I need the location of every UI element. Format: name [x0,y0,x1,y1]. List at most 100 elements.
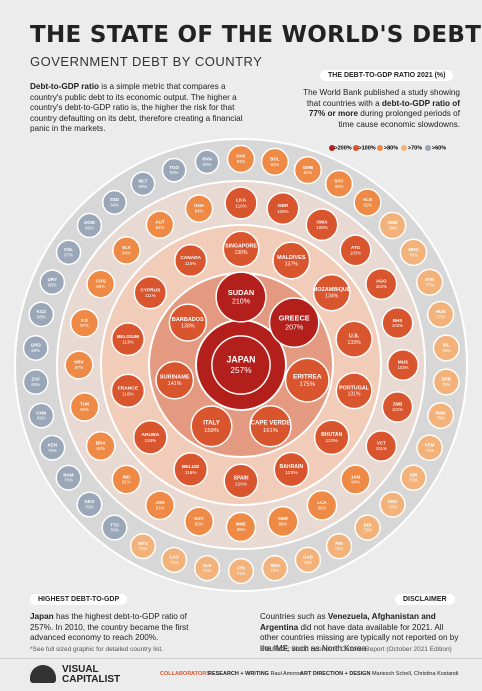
legend-swatch [401,145,407,151]
country-label: ARUBA [141,432,159,438]
country-label: BELGIUM [117,334,139,340]
bubble [168,303,208,342]
bubble [85,431,116,461]
country-label: SLV [122,245,130,250]
value-label: 109% [277,209,289,214]
bubble [416,434,444,462]
country-label: CHN [36,410,46,415]
logo: VISUAL CAPITALIST [62,664,121,685]
bubble [354,514,381,541]
country-label: TGO [169,165,179,170]
country-label: SUDAN [228,288,255,297]
value-label: 72% [388,505,397,510]
value-label: 110% [185,261,196,266]
research: RESEARCH + WRITING Raul Amoros [208,671,302,677]
value-label: 74% [425,448,434,453]
title: THE STATE OF THE WORLD'S DEBT [30,22,482,48]
country-label: RWA [435,410,446,415]
value-label: 72% [271,568,280,573]
value-label: 72% [363,528,372,533]
country-label: GMB [303,165,314,170]
bubble [76,491,103,518]
bubble [223,463,259,499]
country-label: MYS [138,541,148,546]
intro-bold: Debt-to-GDP ratio [30,82,99,91]
country-label: BELIZE [182,464,200,470]
bubble [110,373,146,409]
bubble [22,369,49,395]
value-label: 175% [299,381,315,388]
country-label: SMR [278,516,289,521]
country-label: AGO [376,279,387,284]
country-label: HUN [436,309,446,314]
art-names: Mariesch Schell, Christina Kostandi [371,671,459,677]
bubble [353,188,382,217]
bubble [266,191,300,226]
value-label: 111% [145,293,156,298]
value-label: 133% [348,340,362,346]
bubble [339,234,372,267]
country-label: U.S. [349,334,360,340]
country-label: CRI [237,566,245,571]
bubble [112,236,141,265]
art-label: ART DIRECTION + DESIGN [300,671,371,677]
value-label: 70% [85,505,94,510]
country-label: VCT [377,441,386,446]
source: SOURCE: World Economic Outlook Report (O… [260,646,452,653]
country-label: MOZAMBIQUE [313,287,351,293]
value-label: 68% [37,314,46,319]
value-label: 101% [376,446,387,451]
value-label: 82% [271,162,280,167]
bubble [324,169,354,198]
value-label: 76% [442,382,451,387]
bubble [190,405,233,448]
bubble [293,156,323,185]
bubble [174,243,208,278]
legend-label: >80% [384,145,398,151]
value-label: 73% [409,478,418,483]
value-label: 79% [388,226,397,231]
country-label: TUN [80,402,89,407]
value-label: 138% [181,324,195,330]
country-label: GAB [303,555,314,560]
country-label: SPAIN [233,476,248,482]
bubble [313,419,350,456]
bubble [69,392,100,422]
country-label: LCA [317,500,327,505]
value-label: 67% [64,252,73,257]
value-label: 71% [170,560,179,565]
country-label: HRV [74,360,83,365]
value-label: 101% [392,407,403,412]
bubble [76,212,103,239]
bubble [225,511,257,543]
footer: VISUAL CAPITALIST COLLABORATORS RESEARCH… [0,658,482,691]
disclaimer-text: Countries such as Venezuela, Afghanistan… [260,612,460,654]
value-label: 69% [31,382,40,387]
bubble [260,147,290,176]
value-label: 137% [285,261,299,267]
source-text: World Economic Outlook Report (October 2… [291,646,452,653]
value-label: 76% [442,348,451,353]
legend-label: >100% [358,145,375,151]
country-label: LAO [169,555,179,560]
value-label: 257% [230,365,252,375]
value-label: 134% [325,294,339,300]
country-label: CAPE VERDE [251,420,291,427]
value-label: 91% [122,480,131,485]
value-label: 86% [96,284,105,289]
country-label: SINGAPORE [225,243,257,249]
value-label: 104% [376,284,387,289]
country-label: MNG [408,247,419,252]
bubble [427,300,455,329]
value-label: 141% [168,381,182,387]
value-label: 63% [170,170,179,175]
value-label: 118% [185,470,198,476]
bubble [194,149,220,175]
value-label: 123% [285,470,298,476]
source-label: SOURCE: [260,646,290,653]
country-label: PAN [203,157,212,162]
value-label: 92% [195,522,204,527]
value-label: 71% [139,546,148,551]
bubble [261,554,289,582]
value-label: 96% [318,505,327,510]
